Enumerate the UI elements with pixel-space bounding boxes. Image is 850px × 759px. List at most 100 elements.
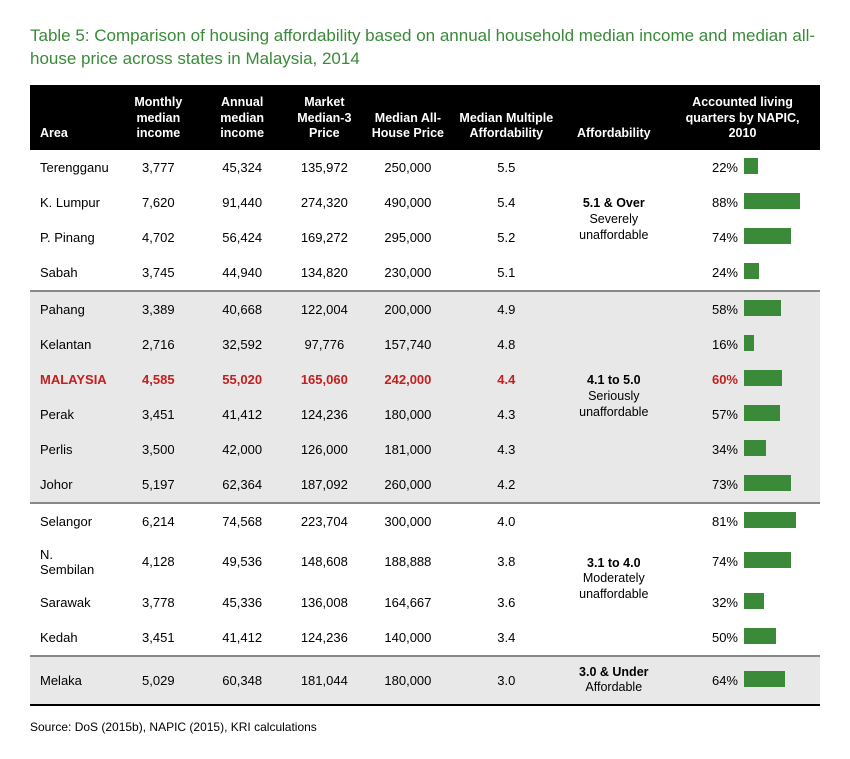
col-annual: Annual median income	[201, 86, 283, 150]
table-row: Terengganu3,77745,324135,972250,0005.55.…	[30, 150, 820, 185]
cell: 2,716	[115, 327, 201, 362]
affordability-label: 4.1 to 5.0Seriously unaffordable	[563, 291, 666, 503]
table-row: Pahang3,38940,668122,004200,0004.94.1 to…	[30, 291, 820, 327]
cell: MALAYSIA	[30, 362, 115, 397]
bar-fill	[744, 370, 782, 386]
col-m3: Market Median-3 Price	[283, 86, 366, 150]
bar-cell	[742, 327, 820, 362]
pct-cell: 58%	[665, 291, 742, 327]
cell: 5,197	[115, 467, 201, 503]
bar-cell	[742, 255, 820, 291]
bar-cell	[742, 150, 820, 185]
cell: 136,008	[283, 585, 366, 620]
table-row: Kelantan2,71632,59297,776157,7404.816%	[30, 327, 820, 362]
table-row: P. Pinang4,70256,424169,272295,0005.274%	[30, 220, 820, 255]
bar-fill	[744, 158, 758, 174]
cell: 60,348	[201, 656, 283, 705]
pct-cell: 57%	[665, 397, 742, 432]
cell: 5.5	[450, 150, 562, 185]
bar-fill	[744, 552, 791, 568]
cell: 242,000	[366, 362, 450, 397]
cell: P. Pinang	[30, 220, 115, 255]
cell: 300,000	[366, 503, 450, 539]
cell: N. Sembilan	[30, 539, 115, 585]
cell: 6,214	[115, 503, 201, 539]
bar-fill	[744, 475, 791, 491]
cell: Perlis	[30, 432, 115, 467]
cell: 4.9	[450, 291, 562, 327]
bar-cell	[742, 362, 820, 397]
cell: Sarawak	[30, 585, 115, 620]
table-row: Melaka5,02960,348181,044180,0003.03.0 & …	[30, 656, 820, 705]
bar-fill	[744, 440, 766, 456]
col-price: Median All-House Price	[366, 86, 450, 150]
cell: 187,092	[283, 467, 366, 503]
cell: 4.0	[450, 503, 562, 539]
affordability-label: 5.1 & OverSeverely unaffordable	[563, 150, 666, 291]
pct-cell: 81%	[665, 503, 742, 539]
table-row: Perak3,45141,412124,236180,0004.357%	[30, 397, 820, 432]
bar-fill	[744, 193, 800, 209]
cell: 180,000	[366, 397, 450, 432]
cell: Perak	[30, 397, 115, 432]
cell: 3,777	[115, 150, 201, 185]
bar-fill	[744, 335, 754, 351]
bar-fill	[744, 593, 764, 609]
cell: 3,451	[115, 397, 201, 432]
pct-cell: 22%	[665, 150, 742, 185]
cell: Johor	[30, 467, 115, 503]
bar-fill	[744, 263, 759, 279]
pct-cell: 24%	[665, 255, 742, 291]
cell: 40,668	[201, 291, 283, 327]
cell: 5.4	[450, 185, 562, 220]
table-row: Selangor6,21474,568223,704300,0004.03.1 …	[30, 503, 820, 539]
affordability-label: 3.1 to 4.0Moderately unaffordable	[563, 503, 666, 656]
pct-cell: 64%	[665, 656, 742, 705]
cell: 32,592	[201, 327, 283, 362]
cell: 181,044	[283, 656, 366, 705]
cell: 62,364	[201, 467, 283, 503]
cell: 124,236	[283, 620, 366, 656]
cell: 250,000	[366, 150, 450, 185]
table-title: Table 5: Comparison of housing affordabi…	[30, 25, 820, 71]
col-napic: Accounted living quarters by NAPIC, 2010	[665, 86, 820, 150]
cell: 3,745	[115, 255, 201, 291]
cell: 3,451	[115, 620, 201, 656]
cell: 4.3	[450, 432, 562, 467]
cell: K. Lumpur	[30, 185, 115, 220]
cell: 5.1	[450, 255, 562, 291]
cell: 41,412	[201, 397, 283, 432]
cell: Selangor	[30, 503, 115, 539]
bar-cell	[742, 220, 820, 255]
cell: 91,440	[201, 185, 283, 220]
bar-fill	[744, 228, 791, 244]
cell: 3,389	[115, 291, 201, 327]
cell: 140,000	[366, 620, 450, 656]
bar-cell	[742, 397, 820, 432]
cell: 44,940	[201, 255, 283, 291]
cell: Kelantan	[30, 327, 115, 362]
bar-cell	[742, 656, 820, 705]
col-monthly: Monthly median income	[115, 86, 201, 150]
bar-fill	[744, 628, 776, 644]
cell: 4,585	[115, 362, 201, 397]
pct-cell: 74%	[665, 220, 742, 255]
pct-cell: 88%	[665, 185, 742, 220]
table-row: Johor5,19762,364187,092260,0004.273%	[30, 467, 820, 503]
cell: 157,740	[366, 327, 450, 362]
table-row: Sabah3,74544,940134,820230,0005.124%	[30, 255, 820, 291]
cell: 223,704	[283, 503, 366, 539]
cell: 4.2	[450, 467, 562, 503]
cell: 4.3	[450, 397, 562, 432]
table-row: MALAYSIA4,58555,020165,060242,0004.460%	[30, 362, 820, 397]
cell: 7,620	[115, 185, 201, 220]
cell: 4.4	[450, 362, 562, 397]
cell: Pahang	[30, 291, 115, 327]
cell: 3,778	[115, 585, 201, 620]
cell: 148,608	[283, 539, 366, 585]
bar-fill	[744, 405, 780, 421]
cell: 274,320	[283, 185, 366, 220]
header-row: Area Monthly median income Annual median…	[30, 86, 820, 150]
bar-cell	[742, 432, 820, 467]
cell: 41,412	[201, 620, 283, 656]
